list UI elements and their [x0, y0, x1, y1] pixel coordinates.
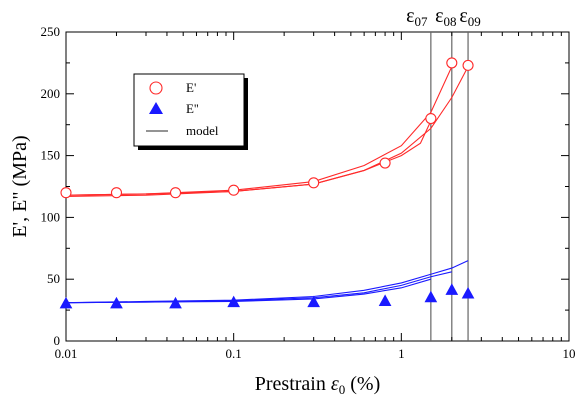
storage-modulus-point [379, 157, 391, 169]
legend-marker-storage [149, 81, 163, 95]
loss-modulus-point [169, 296, 182, 309]
y-tick-label: 200 [41, 86, 61, 101]
y-axis-title: E', E" (MPa) [9, 135, 31, 237]
loss-modulus-point [424, 290, 438, 303]
reference-vline-label: ε08 [435, 5, 456, 29]
y-tick-label: 250 [41, 24, 61, 39]
model-curve [65, 271, 452, 304]
loss-modulus-point [110, 296, 123, 309]
x-tick-label: 0.01 [55, 346, 78, 361]
loss-modulus-point [378, 294, 392, 306]
legend-marker-loss [149, 102, 163, 114]
storage-modulus-point [110, 187, 123, 199]
storage-modulus-point [462, 59, 474, 71]
x-tick-label: 10 [563, 346, 576, 361]
storage-modulus-point [228, 184, 240, 196]
storage-modulus-point [308, 177, 320, 189]
loss-modulus-point [461, 286, 475, 299]
reference-vline-label: ε07 [406, 5, 428, 29]
model-curve [65, 66, 453, 196]
y-tick-label: 100 [41, 209, 61, 224]
loss-modulus-point [445, 283, 459, 295]
loss-modulus-point [59, 296, 73, 309]
legend-label: E' [186, 80, 196, 95]
model-curve [65, 66, 469, 196]
x-axis-title: Prestrain ε0 (%) [255, 373, 380, 397]
legend-label: model [186, 123, 219, 138]
y-tick-label: 50 [47, 271, 60, 286]
y-tick-label: 0 [54, 333, 61, 348]
x-tick-label: 0.1 [226, 346, 242, 361]
storage-modulus-point [60, 187, 72, 199]
x-tick-label: 1 [398, 346, 405, 361]
storage-modulus-point [425, 112, 437, 125]
loss-modulus-point [227, 295, 241, 308]
storage-modulus-point [169, 187, 182, 199]
storage-modulus-point [446, 57, 458, 69]
reference-vline-label: ε09 [459, 5, 480, 29]
y-tick-label: 150 [41, 148, 61, 163]
model-curve [65, 260, 469, 304]
loss-modulus-point [307, 295, 321, 308]
legend-label: E'' [186, 101, 199, 116]
